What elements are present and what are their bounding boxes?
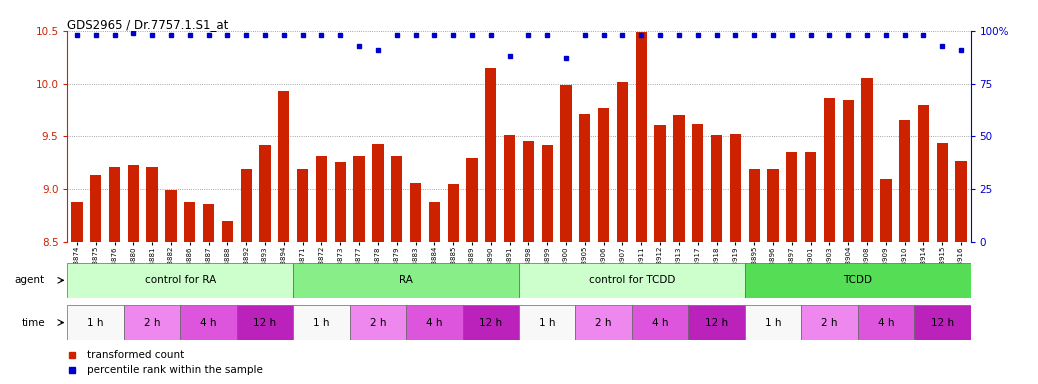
- Bar: [334, 162, 346, 242]
- Bar: [297, 169, 308, 242]
- Bar: [241, 169, 252, 242]
- Text: agent: agent: [15, 275, 45, 285]
- Bar: [748, 169, 760, 242]
- Bar: [128, 165, 139, 242]
- Bar: [632, 305, 688, 340]
- Bar: [146, 167, 158, 242]
- Text: time: time: [21, 318, 45, 328]
- Bar: [745, 305, 801, 340]
- Text: 2 h: 2 h: [596, 318, 612, 328]
- Text: 1 h: 1 h: [313, 318, 330, 328]
- Bar: [503, 135, 515, 242]
- Text: percentile rank within the sample: percentile rank within the sample: [87, 366, 264, 376]
- Bar: [181, 305, 237, 340]
- Bar: [109, 167, 120, 242]
- Bar: [391, 156, 403, 242]
- Bar: [862, 78, 873, 242]
- Bar: [294, 305, 350, 340]
- Bar: [294, 263, 519, 298]
- Bar: [222, 221, 233, 242]
- Text: 2 h: 2 h: [144, 318, 161, 328]
- Bar: [542, 145, 553, 242]
- Bar: [801, 305, 857, 340]
- Bar: [711, 135, 722, 242]
- Bar: [914, 305, 971, 340]
- Bar: [843, 101, 854, 242]
- Bar: [124, 305, 181, 340]
- Bar: [316, 156, 327, 242]
- Bar: [485, 68, 496, 242]
- Bar: [786, 152, 797, 242]
- Bar: [918, 104, 929, 242]
- Bar: [745, 263, 971, 298]
- Text: 1 h: 1 h: [539, 318, 555, 328]
- Bar: [67, 263, 294, 298]
- Bar: [202, 204, 214, 242]
- Text: 2 h: 2 h: [370, 318, 386, 328]
- Text: GDS2965 / Dr.7757.1.S1_at: GDS2965 / Dr.7757.1.S1_at: [67, 18, 228, 31]
- Bar: [654, 125, 665, 242]
- Bar: [519, 263, 745, 298]
- Text: control for TCDD: control for TCDD: [589, 275, 675, 285]
- Bar: [463, 305, 519, 340]
- Bar: [575, 305, 632, 340]
- Bar: [466, 159, 477, 242]
- Text: RA: RA: [400, 275, 413, 285]
- Bar: [72, 202, 83, 242]
- Bar: [635, 32, 647, 242]
- Bar: [617, 83, 628, 242]
- Bar: [805, 152, 816, 242]
- Bar: [692, 124, 704, 242]
- Bar: [165, 190, 176, 242]
- Text: 2 h: 2 h: [821, 318, 838, 328]
- Bar: [955, 161, 966, 242]
- Text: 4 h: 4 h: [877, 318, 894, 328]
- Bar: [447, 184, 459, 242]
- Text: 12 h: 12 h: [480, 318, 502, 328]
- Text: 4 h: 4 h: [652, 318, 668, 328]
- Bar: [523, 141, 535, 242]
- Bar: [857, 305, 914, 340]
- Bar: [674, 115, 684, 242]
- Bar: [278, 91, 290, 242]
- Bar: [373, 144, 383, 242]
- Text: 12 h: 12 h: [705, 318, 728, 328]
- Bar: [410, 183, 421, 242]
- Bar: [688, 305, 745, 340]
- Bar: [767, 169, 778, 242]
- Text: 12 h: 12 h: [253, 318, 276, 328]
- Bar: [598, 108, 609, 242]
- Bar: [579, 114, 591, 242]
- Bar: [730, 134, 741, 242]
- Bar: [184, 202, 195, 242]
- Bar: [237, 305, 294, 340]
- Bar: [406, 305, 463, 340]
- Text: 4 h: 4 h: [200, 318, 217, 328]
- Text: 1 h: 1 h: [87, 318, 104, 328]
- Text: 1 h: 1 h: [765, 318, 782, 328]
- Text: TCDD: TCDD: [843, 275, 872, 285]
- Bar: [260, 145, 271, 242]
- Bar: [353, 156, 364, 242]
- Bar: [899, 121, 910, 242]
- Bar: [519, 305, 575, 340]
- Bar: [67, 305, 124, 340]
- Text: transformed count: transformed count: [87, 350, 185, 360]
- Bar: [350, 305, 406, 340]
- Bar: [936, 143, 948, 242]
- Bar: [429, 202, 440, 242]
- Text: 4 h: 4 h: [426, 318, 442, 328]
- Bar: [561, 84, 572, 242]
- Text: 12 h: 12 h: [931, 318, 954, 328]
- Bar: [880, 179, 892, 242]
- Text: control for RA: control for RA: [144, 275, 216, 285]
- Bar: [90, 175, 102, 242]
- Bar: [824, 98, 836, 242]
